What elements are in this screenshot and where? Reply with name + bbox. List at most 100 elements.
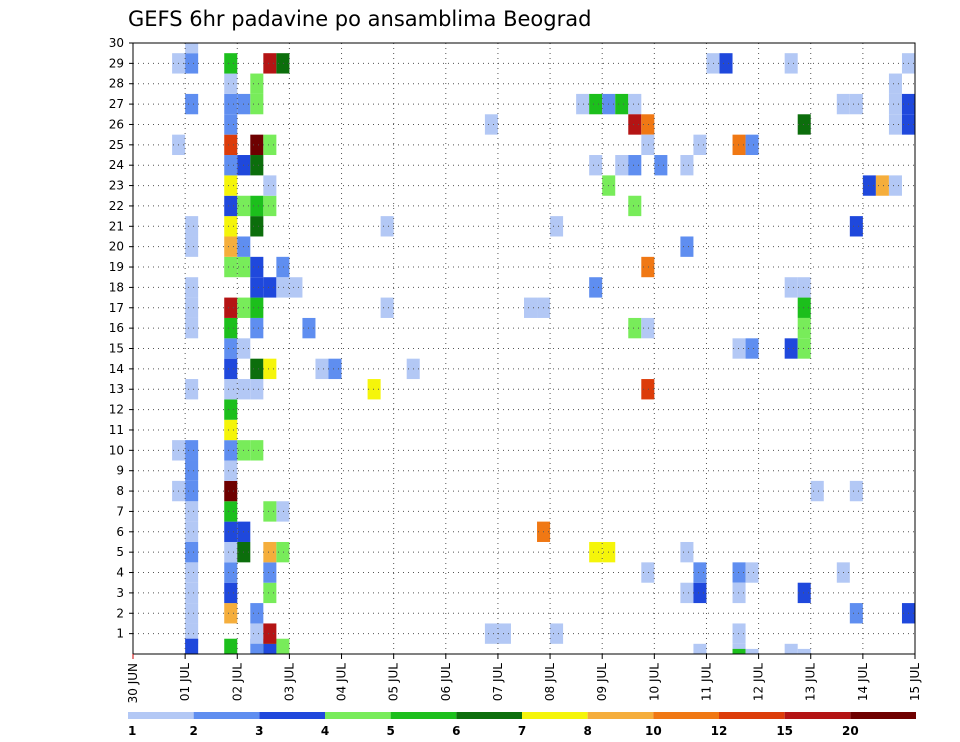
- precip-cell: [484, 623, 498, 644]
- precip-cell: [680, 582, 694, 604]
- precip-cell: [185, 480, 199, 502]
- precip-cell: [185, 379, 199, 400]
- precip-cell: [628, 317, 642, 339]
- precip-cell: [224, 317, 238, 339]
- precip-cell: [250, 256, 264, 278]
- precip-cell: [641, 562, 655, 583]
- precip-cell: [185, 216, 199, 237]
- y-tick-label: 22: [109, 199, 124, 213]
- precip-cell: [185, 93, 199, 115]
- precip-cell: [706, 53, 720, 74]
- precip-cell: [224, 480, 238, 502]
- y-tick-label: 16: [109, 321, 124, 335]
- precip-cell: [185, 582, 199, 604]
- precip-cell: [641, 114, 655, 135]
- colorbar-swatch: [522, 712, 588, 719]
- colorbar-swatch: [128, 712, 194, 719]
- colorbar-label: 1: [128, 724, 136, 738]
- x-tick-label: 08 JUL: [543, 663, 557, 701]
- colorbar-swatch: [259, 712, 325, 719]
- x-tick-label: 02 JUL: [230, 663, 244, 701]
- precip-cell: [641, 317, 655, 339]
- y-tick-label: 9: [116, 464, 124, 478]
- x-tick-label: 07 JUL: [491, 663, 505, 701]
- precip-cell: [250, 603, 264, 624]
- precip-cell: [693, 562, 707, 583]
- colorbar-label: 12: [711, 724, 728, 738]
- y-tick-label: 18: [109, 280, 124, 294]
- x-axis-ticks: 30 JUN 01 JUL 02 JUL 03 JUL 04 JUL 05 JUL 06 J…: [126, 654, 922, 703]
- precip-cell: [797, 582, 811, 604]
- colorbar-swatch: [456, 712, 522, 719]
- y-tick-label: 2: [116, 606, 124, 620]
- precip-cell: [589, 93, 603, 115]
- precip-cell: [875, 175, 889, 196]
- precip-cell: [276, 638, 290, 654]
- precip-cell: [224, 562, 238, 583]
- precip-cell: [550, 216, 564, 237]
- colorbar-swatch: [193, 712, 260, 719]
- precip-cell: [797, 277, 811, 298]
- y-axis-ticks: 1234567891011121314151617181920212223242…: [109, 36, 133, 641]
- y-tick-label: 5: [116, 545, 124, 559]
- y-tick-label: 28: [109, 77, 124, 91]
- x-tick-label: 01 JUL: [178, 663, 192, 701]
- y-tick-label: 14: [109, 362, 124, 376]
- y-tick-label: 29: [109, 56, 124, 70]
- precip-cell: [797, 648, 811, 654]
- precip-cell: [797, 317, 811, 339]
- precip-cell: [628, 114, 642, 135]
- precip-cell: [628, 93, 642, 115]
- precip-cell: [224, 73, 238, 94]
- precip-cell: [185, 236, 199, 257]
- precip-cell: [224, 501, 238, 522]
- precip-cell: [185, 562, 199, 583]
- precip-cell: [263, 623, 277, 644]
- precip-cell: [224, 419, 238, 441]
- y-tick-label: 25: [109, 138, 124, 152]
- y-tick-label: 20: [109, 240, 124, 254]
- colorbar-label: 10: [645, 724, 662, 738]
- data-cells: [172, 43, 915, 654]
- precip-cell: [745, 338, 759, 359]
- precip-cell: [224, 195, 238, 217]
- precip-cell: [289, 277, 303, 298]
- y-tick-label: 8: [116, 484, 124, 498]
- precip-cell: [224, 638, 238, 654]
- precip-cell: [224, 114, 238, 135]
- precip-cell: [263, 582, 277, 604]
- y-tick-label: 10: [109, 443, 124, 457]
- precip-cell: [185, 53, 199, 74]
- precip-cell: [250, 440, 264, 461]
- precip-cell: [185, 501, 199, 522]
- x-tick-label: 04 JUL: [335, 663, 349, 701]
- x-tick-label: 09 JUL: [595, 663, 609, 701]
- precip-cell: [250, 155, 264, 176]
- precip-cell: [641, 134, 655, 156]
- precip-cell: [315, 358, 329, 380]
- precip-cell: [550, 623, 564, 644]
- precip-cell: [784, 277, 798, 298]
- precip-cell: [224, 53, 238, 74]
- precip-cell: [693, 643, 707, 654]
- x-tick-label: 03 JUL: [282, 663, 296, 701]
- precip-cell: [732, 623, 746, 644]
- precip-cell: [263, 175, 277, 196]
- colorbar-label: 20: [842, 724, 859, 738]
- precip-cell: [615, 155, 629, 176]
- precip-cell: [276, 53, 290, 74]
- colorbar-label: 7: [518, 724, 526, 738]
- colorbar-label: 5: [386, 724, 394, 738]
- precip-cell: [263, 643, 277, 654]
- precip-cell: [719, 53, 733, 74]
- precip-cell: [589, 541, 603, 563]
- precip-cell: [185, 541, 199, 563]
- precip-cell: [250, 73, 264, 94]
- precip-cell: [380, 297, 394, 318]
- y-tick-label: 21: [109, 219, 124, 233]
- precip-cell: [784, 338, 798, 359]
- y-tick-label: 7: [116, 504, 124, 518]
- precip-cell: [250, 623, 264, 644]
- precip-cell: [224, 358, 238, 380]
